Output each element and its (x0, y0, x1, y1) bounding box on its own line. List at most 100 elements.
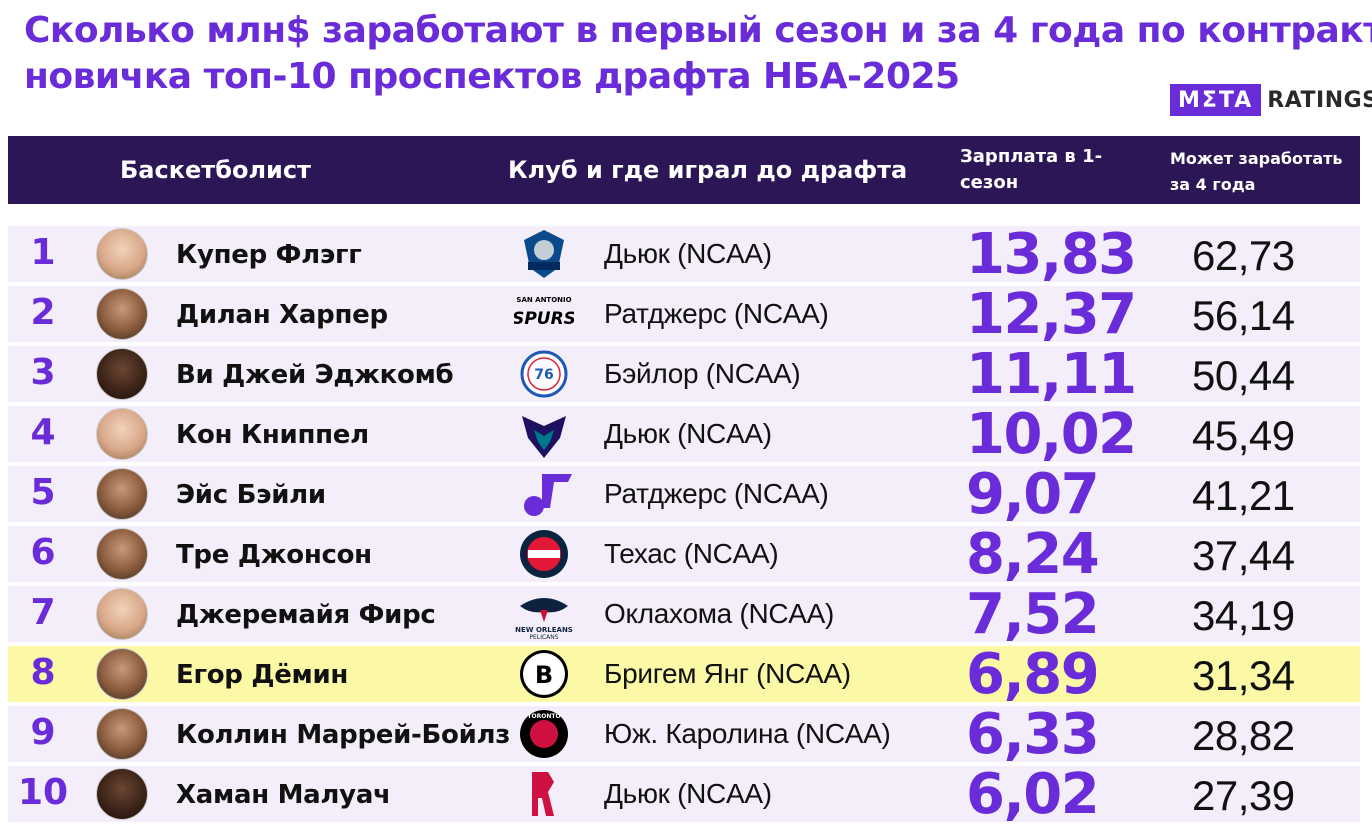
four-years-cell: 45,49 (1192, 412, 1295, 459)
player-photo (96, 528, 148, 580)
rank-cell: 1 (30, 232, 56, 273)
nets-logo: B (514, 648, 574, 700)
table-row: 9 Коллин Маррей-Бойлз TORONTO Юж. Каролина … (8, 702, 1360, 767)
metaratings-logo: MΣTA RATINGS (1170, 84, 1372, 116)
player-photo (96, 288, 148, 340)
rank-cell: 7 (30, 592, 56, 633)
sixers-logo: 76 (514, 348, 574, 400)
player-name: Кон Книппел (176, 420, 369, 450)
player-photo (96, 588, 148, 640)
hornets-logo (514, 408, 574, 460)
title-line-1: Сколько млн$ заработают в первый сезон и… (24, 10, 1372, 51)
jazz-logo (514, 468, 574, 520)
club-cell: Дьюк (NCAA) (604, 238, 772, 269)
svg-text:76: 76 (534, 367, 553, 383)
player-name: Джеремайя Фирс (176, 600, 436, 630)
club-cell: Бэйлор (NCAA) (604, 358, 801, 389)
player-photo (96, 228, 148, 280)
salary-cell: 8,24 (966, 522, 1100, 587)
salary-cell: 7,52 (966, 582, 1100, 647)
salary-cell: 13,83 (966, 222, 1137, 287)
salary-cell: 10,02 (966, 402, 1137, 467)
salary-cell: 11,11 (966, 342, 1137, 407)
svg-text:TORONTO: TORONTO (527, 713, 560, 720)
table-row: 3 Ви Джей Эджкомб 76 Бэйлор (NCAA) 11,11 50,4… (8, 342, 1360, 407)
header-salary-line2: сезон (960, 172, 1019, 193)
player-photo (96, 348, 148, 400)
table-header: Баскетболист Клуб и где играл до драфта … (8, 136, 1360, 204)
club-cell: Юж. Каролина (NCAA) (604, 718, 891, 749)
mavericks-logo (514, 228, 574, 280)
table-row: 4 Кон Книппел Дьюк (NCAA) 10,02 45,49 (8, 402, 1360, 467)
spurs-logo: SAN ANTONIO SPURS (512, 288, 576, 340)
header-four-line2: за 4 года (1170, 175, 1256, 194)
player-name: Купер Флэгг (176, 240, 362, 270)
header-salary: Зарплата в 1- сезон (960, 144, 1130, 196)
table-row: 6 Тре Джонсон Техас (NCAA) 8,24 37,44 (8, 522, 1360, 587)
svg-text:SPURS: SPURS (514, 309, 574, 329)
pelicans-logo: NEW ORLEANS PELICANS (514, 588, 574, 641)
table-row: 10 Хаман Малуач Дьюк (NCAA) 6,02 27,39 (8, 762, 1360, 827)
rank-cell: 2 (30, 292, 56, 333)
table-row: 2 Дилан Харпер SAN ANTONIO SPURS Ратджерс (N… (8, 282, 1360, 347)
logo-meta: MΣTA (1170, 84, 1262, 116)
header-four-line1: Может заработать (1170, 149, 1343, 168)
svg-text:SAN ANTONIO: SAN ANTONIO (516, 296, 571, 304)
header-player: Баскетболист (120, 156, 311, 184)
svg-text:NEW ORLEANS: NEW ORLEANS (515, 626, 573, 634)
salary-cell: 9,07 (966, 462, 1100, 527)
table-row: 8 Егор Дёмин B Бригем Янг (NCAA) 6,89 31,34 (8, 642, 1360, 707)
four-years-cell: 27,39 (1192, 772, 1295, 819)
rank-cell: 5 (30, 472, 56, 513)
salary-cell: 12,37 (966, 282, 1137, 347)
rank-cell: 6 (30, 532, 56, 573)
player-photo (96, 708, 148, 760)
player-name: Хаман Малуач (176, 780, 391, 810)
salary-cell: 6,33 (966, 702, 1100, 767)
four-years-cell: 37,44 (1192, 532, 1295, 579)
player-name: Дилан Харпер (176, 300, 388, 330)
rank-cell: 8 (30, 652, 56, 693)
chart-title: Сколько млн$ заработают в первый сезон и… (24, 8, 1372, 100)
player-name: Егор Дёмин (176, 660, 349, 690)
rank-cell: 9 (30, 712, 56, 753)
salary-cell: 6,89 (966, 642, 1100, 707)
table-body: 1 Купер Флэгг Дьюк (NCAA) 13,83 62,73 2 Дилан … (8, 222, 1360, 827)
four-years-cell: 50,44 (1192, 352, 1295, 399)
four-years-cell: 34,19 (1192, 592, 1295, 639)
logo-ratings: RATINGS (1267, 87, 1372, 113)
club-cell: Ратджерс (NCAA) (604, 478, 829, 509)
player-photo (96, 768, 148, 820)
player-photo (96, 468, 148, 520)
table-row: 5 Эйс Бэйли Ратджерс (NCAA) 9,07 41,21 (8, 462, 1360, 527)
svg-text:B: B (535, 661, 553, 689)
club-cell: Оклахома (NCAA) (604, 598, 835, 629)
club-cell: Бригем Янг (NCAA) (604, 658, 851, 689)
table-row: 1 Купер Флэгг Дьюк (NCAA) 13,83 62,73 (8, 222, 1360, 287)
player-name: Тре Джонсон (176, 540, 372, 570)
title-line-2: новичка топ-10 проспектов драфта НБА-202… (24, 56, 960, 97)
header-four-years: Может заработать за 4 года (1170, 146, 1360, 198)
player-photo (96, 648, 148, 700)
header-club: Клуб и где играл до драфта (508, 156, 908, 184)
four-years-cell: 56,14 (1192, 292, 1295, 339)
player-name: Ви Джей Эджкомб (176, 360, 454, 390)
club-cell: Ратджерс (NCAA) (604, 298, 829, 329)
salary-cell: 6,02 (966, 762, 1100, 827)
raptors-logo: TORONTO (514, 708, 574, 760)
four-years-cell: 31,34 (1192, 652, 1295, 699)
four-years-cell: 62,73 (1192, 232, 1295, 279)
four-years-cell: 28,82 (1192, 712, 1295, 759)
rockets-logo (514, 768, 574, 820)
rank-cell: 3 (30, 352, 56, 393)
header-salary-line1: Зарплата в 1- (960, 146, 1103, 167)
four-years-cell: 41,21 (1192, 472, 1295, 519)
wizards-logo (514, 528, 574, 580)
club-cell: Техас (NCAA) (604, 538, 779, 569)
table-row: 7 Джеремайя Фирс NEW ORLEANS PELICANS Оклахо… (8, 582, 1360, 647)
club-cell: Дьюк (NCAA) (604, 418, 772, 449)
player-name: Коллин Маррей-Бойлз (176, 720, 511, 750)
rank-cell: 10 (17, 772, 69, 813)
club-cell: Дьюк (NCAA) (604, 778, 772, 809)
rank-cell: 4 (30, 412, 56, 453)
